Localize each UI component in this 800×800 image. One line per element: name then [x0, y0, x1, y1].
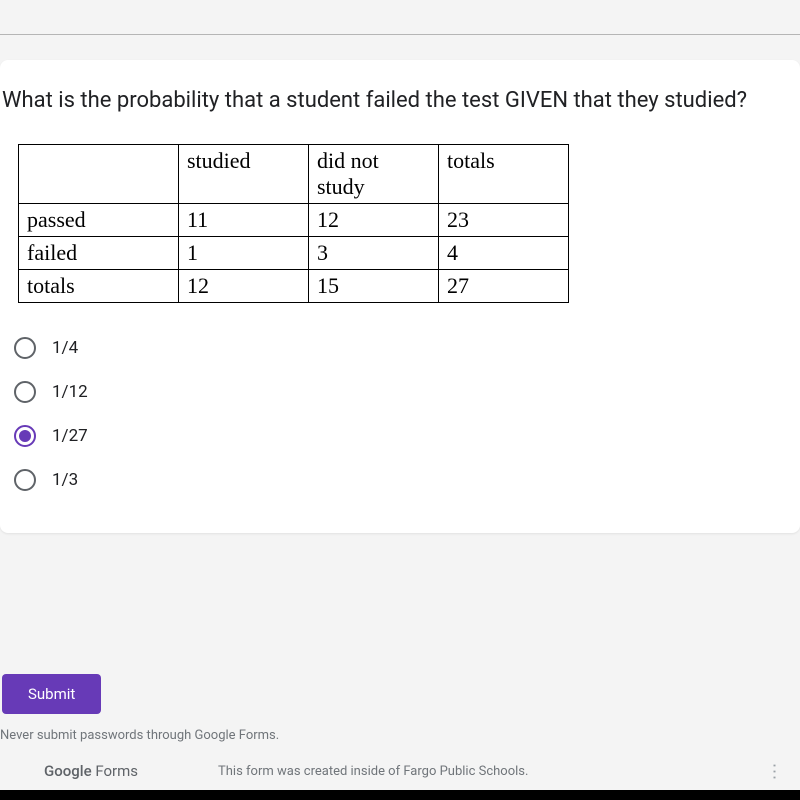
radio-icon [14, 337, 36, 359]
cell: 27 [439, 269, 569, 302]
cell: 12 [309, 203, 439, 236]
contingency-table: studied did notstudy totals passed 11 12… [18, 144, 569, 303]
option-2[interactable]: 1/12 [14, 381, 774, 403]
cell: 12 [179, 269, 309, 302]
option-label: 1/4 [52, 338, 78, 358]
table-header-didnot: did notstudy [309, 144, 439, 203]
submit-button[interactable]: Submit [2, 674, 101, 714]
cell: 11 [179, 203, 309, 236]
more-icon[interactable]: ⋯ [764, 763, 785, 779]
footer-origin-text: This form was created inside of Fargo Pu… [218, 764, 528, 779]
screen: What is the probability that a student f… [0, 0, 800, 800]
cell: 15 [309, 269, 439, 302]
option-3[interactable]: 1/27 [14, 425, 774, 447]
cell: 4 [439, 236, 569, 269]
row-label: failed [19, 236, 179, 269]
options-group: 1/4 1/12 1/27 1/3 [14, 337, 774, 491]
cell: 1 [179, 236, 309, 269]
radio-icon [14, 469, 36, 491]
option-label: 1/27 [52, 426, 88, 446]
option-label: 1/12 [52, 382, 88, 402]
table-header-totals: totals [439, 144, 569, 203]
password-disclaimer: Never submit passwords through Google Fo… [0, 728, 279, 743]
question-card: What is the probability that a student f… [0, 60, 800, 533]
table-row: totals 12 15 27 [19, 269, 569, 302]
option-label: 1/3 [52, 470, 78, 490]
submit-row: Submit [0, 674, 800, 714]
cell: 23 [439, 203, 569, 236]
question-text: What is the probability that a student f… [2, 86, 774, 116]
table-header-studied: studied [179, 144, 309, 203]
table-row: passed 11 12 23 [19, 203, 569, 236]
google-forms-logo: Google Forms [44, 762, 138, 780]
cell: 3 [309, 236, 439, 269]
table-header-row: studied did notstudy totals [19, 144, 569, 203]
row-label: totals [19, 269, 179, 302]
option-1[interactable]: 1/4 [14, 337, 774, 359]
footer: Google Forms This form was created insid… [0, 762, 800, 780]
option-4[interactable]: 1/3 [14, 469, 774, 491]
radio-icon [14, 381, 36, 403]
bottom-bezel [0, 790, 800, 800]
radio-icon [14, 425, 36, 447]
row-label: passed [19, 203, 179, 236]
divider-top [0, 34, 800, 35]
table-header-blank [19, 144, 179, 203]
table-row: failed 1 3 4 [19, 236, 569, 269]
